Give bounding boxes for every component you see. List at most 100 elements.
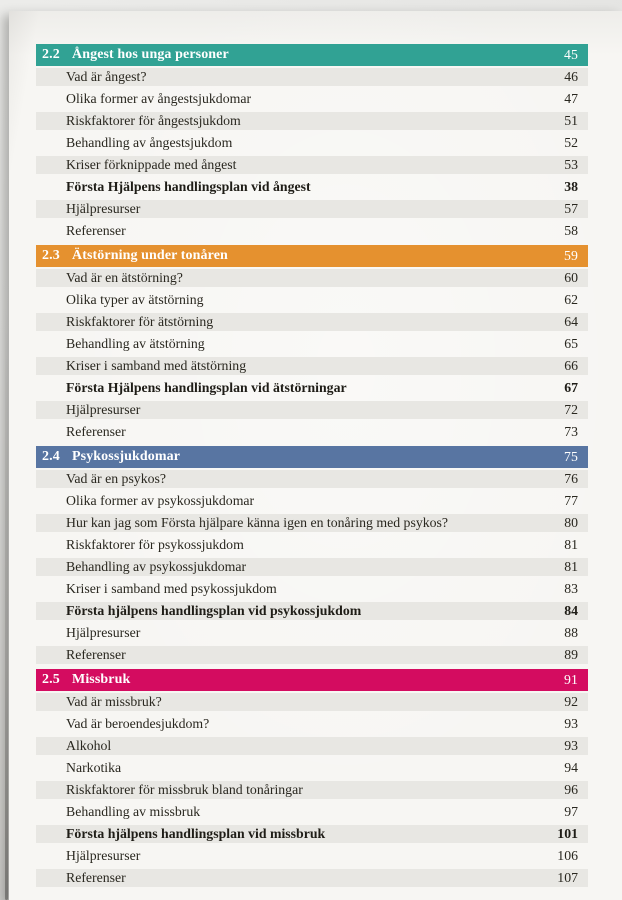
toc-entry-label: Hjälpresurser: [66, 625, 141, 640]
section-page-number: 91: [564, 672, 578, 687]
toc-entry-label: Behandling av ätstörning: [66, 336, 205, 351]
toc-row: Kriser i samband med ätstörning 66: [36, 355, 588, 377]
toc-entry-page-number: 89: [564, 647, 578, 662]
toc-entry-page-number: 47: [564, 91, 578, 106]
toc-row: Referenser 73: [36, 421, 588, 443]
toc-row: Första hjälpens handlingsplan vid missbr…: [36, 823, 588, 845]
toc-entry-label: Referenser: [66, 424, 126, 439]
toc-entry-page-number: 53: [564, 157, 578, 172]
toc-entry-page-number: 52: [564, 135, 578, 150]
toc-entry-label: Vad är missbruk?: [66, 694, 162, 709]
toc-entry-page-number: 101: [557, 826, 578, 841]
toc-entry-label: Riskfaktorer för ångestsjukdom: [66, 113, 241, 128]
toc-row: Olika former av ångestsjukdomar 47: [36, 88, 588, 110]
toc-entry-label: Första hjälpens handlingsplan vid missbr…: [66, 826, 326, 841]
toc-entry-label: Hjälpresurser: [66, 201, 141, 216]
toc-entry-label: Referenser: [66, 223, 126, 238]
toc-row: Vad är ångest? 46: [36, 66, 588, 88]
toc-row: Riskfaktorer för psykossjukdom 81: [36, 534, 588, 556]
toc-entry-label: Narkotika: [66, 760, 122, 775]
toc-row: Vad är missbruk? 92: [36, 691, 588, 713]
toc-entry-page-number: 83: [564, 581, 578, 596]
toc-row: Referenser 107: [36, 867, 588, 889]
toc-entry-page-number: 81: [564, 537, 578, 552]
toc-entry-label: Alkohol: [66, 738, 112, 753]
toc-entry-page-number: 84: [564, 603, 578, 618]
toc-entry-page-number: 73: [564, 424, 578, 439]
section-number: 2.4: [42, 449, 60, 464]
toc-row: Kriser i samband med psykossjukdom 83: [36, 578, 588, 600]
toc-entry-label: Vad är beroendesjukdom?: [66, 716, 210, 731]
toc-row: Vad är beroendesjukdom? 93: [36, 713, 588, 735]
toc-row: Behandling av ångestsjukdom 52: [36, 132, 588, 154]
toc-entry-label: Hjälpresurser: [66, 848, 141, 863]
toc-entry-label: Kriser i samband med psykossjukdom: [66, 581, 277, 596]
toc-entry-label: Vad är ångest?: [66, 69, 147, 84]
toc-entry-page-number: 92: [564, 694, 578, 709]
toc-entry-page-number: 58: [564, 223, 578, 238]
toc-entry-page-number: 64: [564, 314, 578, 329]
toc-entry-label: Vad är en psykos?: [66, 471, 167, 486]
toc-entry-page-number: 76: [564, 471, 578, 486]
toc-row: Hur kan jag som Första hjälpare känna ig…: [36, 512, 588, 534]
toc-entry-page-number: 80: [564, 515, 578, 530]
toc-row: Referenser 89: [36, 644, 588, 666]
toc-row: Kriser förknippade med ångest 53: [36, 154, 588, 176]
toc-entry-label: Behandling av psykossjukdomar: [66, 559, 247, 574]
toc-row: Hjälpresurser 88: [36, 622, 588, 644]
toc-row: Olika typer av ätstörning 62: [36, 289, 588, 311]
toc-entry-label: Vad är en ätstörning?: [66, 270, 183, 285]
toc-row: Alkohol 93: [36, 735, 588, 757]
toc-entry-page-number: 46: [564, 69, 578, 84]
toc-entry-label: Riskfaktorer för missbruk bland tonåring…: [66, 782, 303, 797]
toc-entry-label: Referenser: [66, 870, 126, 885]
toc-row: Hjälpresurser 106: [36, 845, 588, 867]
toc-entry-page-number: 77: [564, 493, 578, 508]
toc-row: Vad är en ätstörning? 60: [36, 267, 588, 289]
section-page-number: 59: [564, 248, 578, 263]
toc-entry-page-number: 65: [564, 336, 578, 351]
toc-entry-page-number: 62: [564, 292, 578, 307]
section-title: Ångest hos unga personer: [72, 47, 229, 62]
toc-entry-page-number: 38: [564, 179, 578, 194]
toc-row: Riskfaktorer för ångestsjukdom 51: [36, 110, 588, 132]
toc-entry-page-number: 106: [557, 848, 578, 863]
toc-entry-page-number: 93: [564, 716, 578, 731]
toc-entry-page-number: 93: [564, 738, 578, 753]
section-number: 2.2: [42, 47, 60, 62]
toc-entry-page-number: 81: [564, 559, 578, 574]
toc-entry-label: Kriser förknippade med ångest: [66, 157, 237, 172]
page-edge-crease: [5, 311, 8, 900]
toc-row: Referenser 58: [36, 220, 588, 242]
toc-row: Hjälpresurser 72: [36, 399, 588, 421]
toc-row: Riskfaktorer för ätstörning 64: [36, 311, 588, 333]
section-title: Missbruk: [72, 672, 131, 687]
toc-entry-page-number: 97: [564, 804, 578, 819]
toc-entry-label: Olika former av psykossjukdomar: [66, 493, 255, 508]
toc-row: Vad är en psykos? 76: [36, 468, 588, 490]
toc-entry-label: Hur kan jag som Första hjälpare känna ig…: [66, 515, 449, 530]
toc-entry-page-number: 72: [564, 402, 578, 417]
toc-row: Hjälpresurser 57: [36, 198, 588, 220]
toc-entry-label: Riskfaktorer för psykossjukdom: [66, 537, 244, 552]
toc-entry-page-number: 94: [564, 760, 578, 775]
toc-entry-label: Referenser: [66, 647, 126, 662]
section-number: 2.3: [42, 248, 60, 263]
toc-row: Första Hjälpens handlingsplan vid ångest…: [36, 176, 588, 198]
toc-entry-label: Behandling av missbruk: [66, 804, 201, 819]
toc-entry-label: Behandling av ångestsjukdom: [66, 135, 233, 150]
toc-row: Narkotika 94: [36, 757, 588, 779]
toc-row: Första hjälpens handlingsplan vid psykos…: [36, 600, 588, 622]
toc-entry-page-number: 96: [564, 782, 578, 797]
toc-entry-page-number: 107: [557, 870, 578, 885]
toc-entry-page-number: 60: [564, 270, 578, 285]
toc-row: Olika former av psykossjukdomar 77: [36, 490, 588, 512]
toc-entry-page-number: 67: [564, 380, 578, 395]
toc-section-header: 2.2 Ångest hos unga personer 45: [36, 44, 588, 66]
toc-entry-label: Olika former av ångestsjukdomar: [66, 91, 252, 106]
table-of-contents: 2.2 Ångest hos unga personer 45 Vad är ånge…: [36, 44, 588, 889]
toc-entry-page-number: 51: [564, 113, 578, 128]
section-page-number: 45: [564, 47, 578, 62]
toc-entry-label: Första Hjälpens handlingsplan vid ångest: [66, 179, 311, 194]
toc-entry-label: Olika typer av ätstörning: [66, 292, 204, 307]
